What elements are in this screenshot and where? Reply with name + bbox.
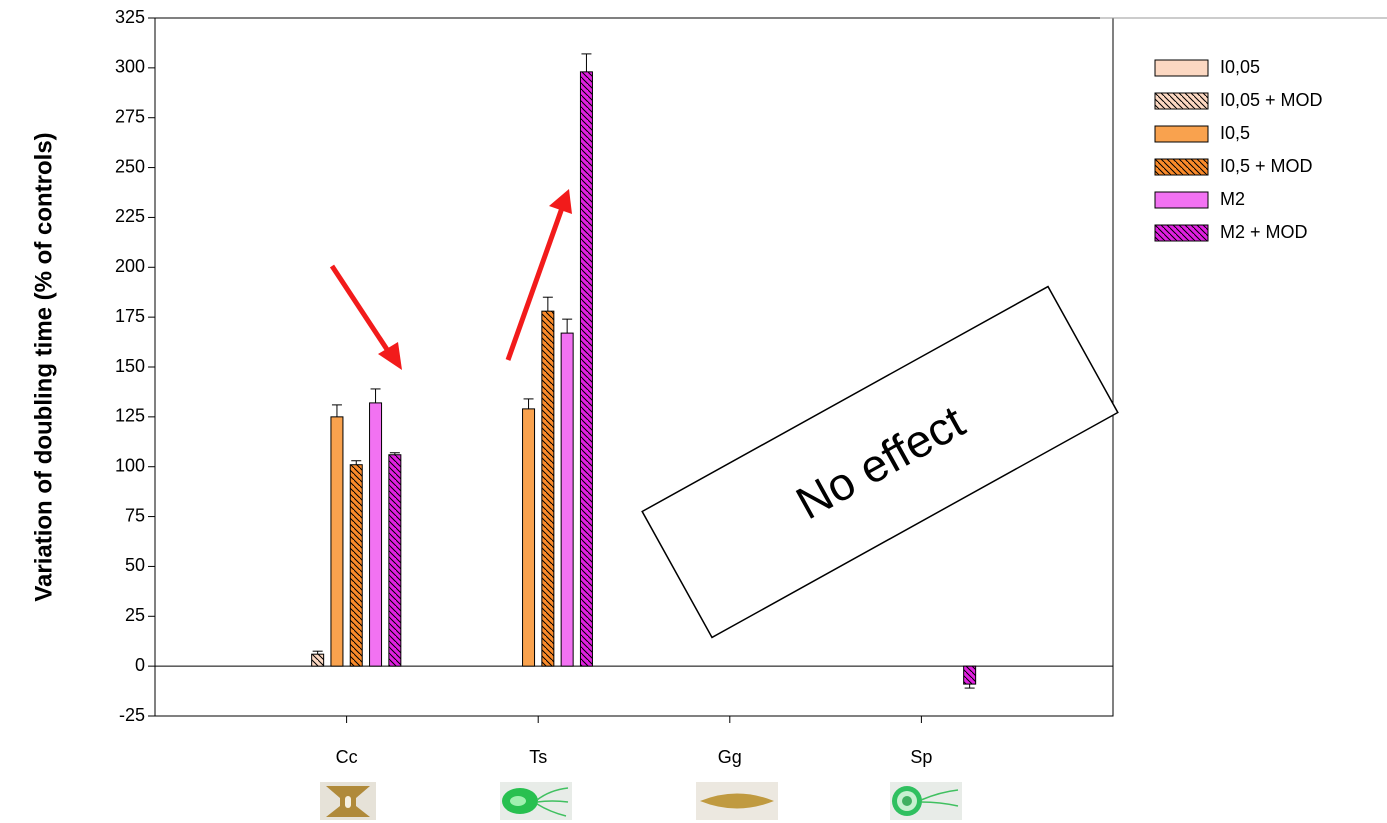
y-tick-label: -25: [119, 705, 145, 725]
error-bar: [965, 684, 975, 688]
y-tick-label: 200: [115, 256, 145, 276]
error-bar: [581, 54, 591, 72]
x-tick-label: Cc: [336, 747, 358, 767]
bar: [370, 403, 382, 666]
legend-swatch: [1155, 93, 1208, 109]
y-tick-label: 175: [115, 306, 145, 326]
error-bar: [562, 319, 572, 333]
y-tick-label: 25: [125, 605, 145, 625]
y-tick-label: 250: [115, 156, 145, 176]
chart: Variation of doubling time (% of control…: [0, 0, 1387, 823]
y-axis-label: Variation of doubling time (% of control…: [30, 132, 57, 601]
bar: [561, 333, 573, 666]
error-bar: [524, 399, 534, 409]
arrows: [332, 189, 572, 370]
legend-label: I0,05 + MOD: [1220, 90, 1323, 110]
error-bar: [371, 389, 381, 403]
y-tick-label: 75: [125, 505, 145, 525]
y-tick-label: 100: [115, 455, 145, 475]
x-tick-label: Gg: [718, 747, 742, 767]
y-tick-label: 0: [135, 655, 145, 675]
y-tick-label: 275: [115, 106, 145, 126]
legend-swatch: [1155, 192, 1208, 208]
legend-label: I0,5 + MOD: [1220, 156, 1313, 176]
x-tick-label: Ts: [529, 747, 547, 767]
legend-swatch: [1155, 225, 1208, 241]
y-tick-label: 150: [115, 356, 145, 376]
bar: [964, 666, 976, 684]
y-tick-label: 50: [125, 555, 145, 575]
thumbnails: [320, 782, 962, 820]
bar: [580, 72, 592, 666]
y-tick-label: 300: [115, 57, 145, 77]
legend-label: M2: [1220, 189, 1245, 209]
y-tick-label: 125: [115, 406, 145, 426]
error-bar: [543, 297, 553, 311]
bar: [542, 311, 554, 666]
legend-label: I0,05: [1220, 57, 1260, 77]
bar: [312, 654, 324, 666]
annotation-box: No effect: [642, 287, 1118, 638]
bar: [331, 417, 343, 666]
legend-label: I0,5: [1220, 123, 1250, 143]
x-tick-label: Sp: [910, 747, 932, 767]
bar: [350, 465, 362, 666]
error-bar: [351, 461, 361, 465]
legend-swatch: [1155, 60, 1208, 76]
legend-label: M2 + MOD: [1220, 222, 1308, 242]
legend-swatch: [1155, 126, 1208, 142]
bar: [389, 455, 401, 666]
y-tick-label: 325: [115, 7, 145, 27]
legend-swatch: [1155, 159, 1208, 175]
y-tick-label: 225: [115, 206, 145, 226]
error-bar: [332, 405, 342, 417]
bar: [523, 409, 535, 666]
